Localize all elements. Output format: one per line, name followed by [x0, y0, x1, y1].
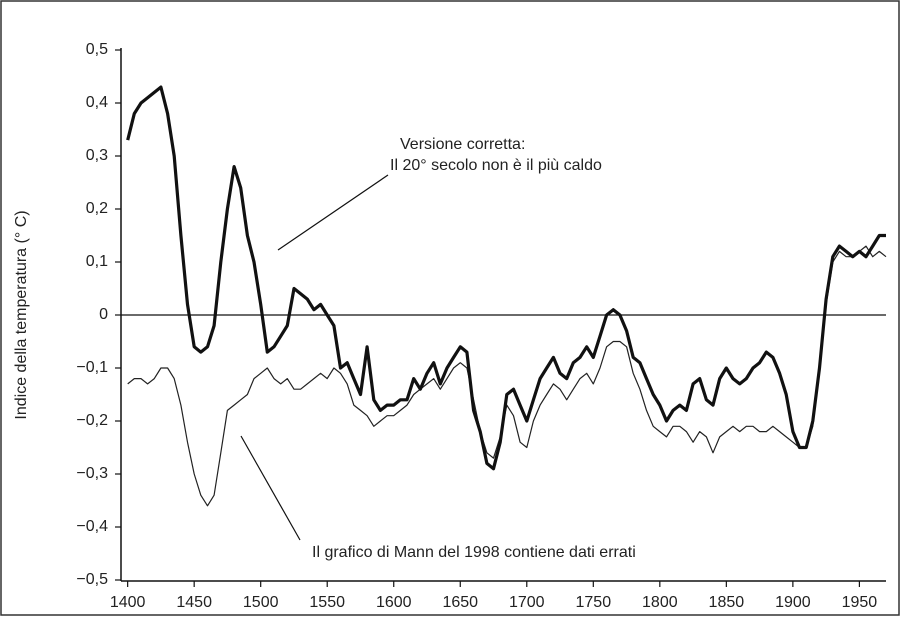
y-tick-label: −0,5	[76, 571, 108, 588]
data-line	[126, 85, 886, 471]
x-tick-label: 1900	[775, 594, 811, 611]
annotation: Versione corretta:	[400, 136, 525, 153]
x-tick-label: 1850	[709, 594, 745, 611]
annotation: Il 20° secolo non è il più caldo	[390, 157, 602, 174]
y-tick-label: 0,5	[86, 41, 108, 58]
y-tick-label: 0,3	[86, 147, 108, 164]
y-tick-label: −0,2	[76, 412, 108, 429]
x-tick-label: 1800	[642, 594, 678, 611]
x-tick-label: 1650	[442, 594, 478, 611]
x-tick-label: 1950	[842, 594, 878, 611]
x-tick-label: 1450	[176, 594, 212, 611]
y-tick-label: 0,2	[86, 200, 108, 217]
y-tick-label: 0,4	[86, 94, 108, 111]
y-tick-label: −0,3	[76, 465, 108, 482]
x-tick-label: 1400	[110, 594, 146, 611]
x-tick-label: 1500	[243, 594, 279, 611]
x-tick-label: 1550	[309, 594, 345, 611]
annotation: Il grafico di Mann del 1998 contiene dat…	[312, 544, 636, 561]
leader-line	[277, 174, 389, 251]
y-tick-label: −0,1	[76, 359, 108, 376]
y-tick-label: 0,1	[86, 253, 108, 270]
x-tick-label: 1600	[376, 594, 412, 611]
y-tick-label: 0	[99, 306, 108, 323]
y-tick-label: −0,4	[76, 518, 108, 535]
data-line	[127, 245, 887, 507]
y-axis-title: Indice della temperatura (° C)	[13, 210, 30, 419]
leader-line	[240, 435, 301, 541]
x-tick-label: 1750	[576, 594, 612, 611]
x-tick-label: 1700	[509, 594, 545, 611]
